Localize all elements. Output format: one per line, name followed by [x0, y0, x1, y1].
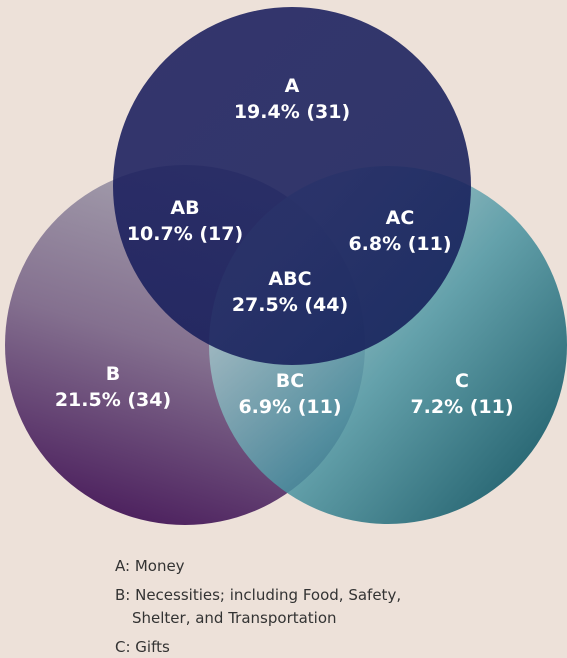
region-value: 27.5% (44): [232, 294, 348, 316]
region-value: 19.4% (31): [234, 101, 350, 123]
legend-item: A: Money: [115, 555, 401, 578]
region-label: B: [106, 363, 120, 385]
legend-text: C: Gifts: [115, 638, 170, 656]
legend-item: B: Necessities; including Food, Safety, S…: [115, 584, 401, 630]
legend: A: Money B: Necessities; including Food, …: [115, 555, 401, 658]
region-label: C: [455, 370, 469, 392]
legend-text: B: Necessities; including Food, Safety,: [115, 586, 402, 604]
region-value: 6.9% (11): [238, 396, 341, 418]
region-value: 6.8% (11): [348, 233, 451, 255]
region-value: 10.7% (17): [127, 223, 243, 245]
region-value: 21.5% (34): [55, 389, 171, 411]
region-label: AB: [170, 197, 199, 219]
region-labels: A 19.4% (31) AB 10.7% (17) AC 6.8% (11) ABC 27.…: [55, 75, 514, 418]
venn-diagram: A 19.4% (31) AB 10.7% (17) AC 6.8% (11) ABC 27.…: [5, 7, 567, 525]
region-label: BC: [276, 370, 304, 392]
region-label: ABC: [268, 268, 311, 290]
legend-text: Shelter, and Transportation: [132, 609, 337, 627]
circle-a: [113, 7, 471, 365]
legend-item: C: Gifts: [115, 636, 401, 658]
region-label: A: [285, 75, 300, 97]
region-value: 7.2% (11): [410, 396, 513, 418]
region-label: AC: [386, 207, 415, 229]
legend-text: A: Money: [115, 557, 185, 575]
